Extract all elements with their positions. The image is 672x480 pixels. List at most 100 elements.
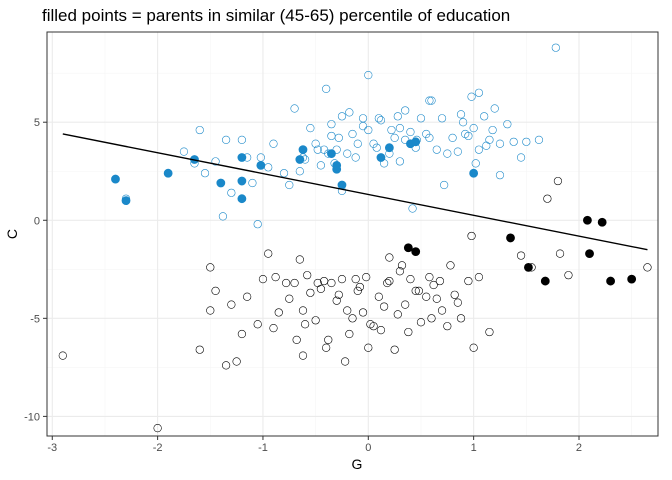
filled-blue-point [376, 153, 386, 162]
hollow-blue-point [316, 161, 325, 170]
hollow-blue-point [482, 141, 491, 150]
hollow-blue-point [522, 137, 531, 146]
hollow-black-point [401, 300, 410, 309]
hollow-black-point [306, 288, 315, 297]
hollow-blue-point [480, 112, 489, 121]
filled-blue-point [332, 160, 342, 170]
hollow-black-point [374, 292, 383, 301]
hollow-black-point [397, 261, 407, 270]
hollow-blue-point [416, 114, 426, 123]
hollow-black-point [334, 290, 343, 299]
hollow-black-point [221, 361, 231, 370]
hollow-blue-point [471, 159, 480, 168]
filled-blue-point [337, 180, 347, 190]
filled-black-point [606, 276, 615, 286]
hollow-black-point [553, 176, 563, 186]
hollow-blue-point [456, 110, 466, 119]
hollow-black-point [343, 306, 352, 315]
hollow-blue-point [337, 112, 347, 121]
hollow-black-point [319, 276, 329, 286]
filled-black-point [627, 274, 637, 284]
hollow-black-point [364, 343, 373, 352]
hollow-black-point [474, 273, 484, 282]
hollow-black-point [195, 345, 204, 354]
hollow-blue-point [393, 112, 402, 121]
filled-black-point [411, 247, 421, 257]
hollow-black-point [385, 253, 394, 262]
hollow-black-point [414, 286, 423, 295]
hollow-black-point [464, 276, 473, 286]
hollow-black-point [348, 314, 357, 323]
x-tick-label: -2 [153, 442, 163, 454]
hollow-black-point [237, 329, 246, 339]
filled-black-point [583, 215, 592, 225]
hollow-black-point [376, 325, 386, 335]
hollow-black-point [282, 278, 291, 288]
hollow-black-point [324, 335, 333, 345]
hollow-blue-point [387, 125, 396, 135]
hollow-black-point [290, 278, 299, 288]
hollow-black-point [258, 275, 268, 284]
filled-black-point [585, 249, 594, 259]
hollow-black-point [369, 322, 378, 331]
hollow-blue-point [290, 104, 299, 113]
hollow-black-point [380, 302, 389, 311]
hollow-black-point [298, 351, 308, 360]
hollow-blue-point [306, 123, 315, 133]
hollow-black-point [393, 310, 402, 319]
filled-blue-point [295, 155, 305, 164]
hollow-black-point [298, 306, 308, 315]
hollow-blue-point [248, 178, 257, 188]
hollow-blue-point [395, 157, 405, 166]
hollow-black-point [300, 320, 310, 329]
hollow-black-point [269, 324, 278, 333]
x-axis-label: G [352, 456, 363, 472]
hollow-blue-point [474, 88, 484, 97]
hollow-blue-point [353, 139, 362, 148]
filled-blue-point [163, 168, 173, 178]
hollow-blue-point [179, 147, 189, 156]
filled-black-point [524, 262, 533, 272]
y-tick-label: -10 [24, 411, 40, 423]
hollow-blue-point [311, 139, 320, 148]
hollow-blue-point [490, 104, 499, 113]
hollow-black-point [406, 275, 415, 284]
hollow-blue-point [464, 131, 473, 141]
panel-border [46, 31, 659, 437]
hollow-blue-point [453, 147, 462, 156]
hollow-blue-point [395, 123, 405, 133]
hollow-blue-point [313, 145, 322, 154]
hollow-black-point [337, 275, 347, 284]
hollow-black-point [435, 276, 445, 286]
hollow-blue-point [437, 114, 447, 123]
hollow-black-point [253, 320, 262, 329]
hollow-black-point [227, 300, 236, 309]
hollow-black-point [429, 280, 438, 290]
hollow-blue-point [195, 125, 204, 135]
hollow-black-point [362, 273, 371, 282]
regression-line [62, 133, 648, 251]
hollow-black-point [332, 296, 341, 305]
hollow-blue-point [327, 120, 336, 129]
hollow-blue-point [345, 108, 354, 117]
hollow-blue-point [503, 120, 512, 129]
hollow-black-point [232, 357, 241, 366]
hollow-black-point [285, 294, 294, 303]
y-axis-label: C [4, 229, 20, 239]
axes: -3 -2 -1 0 1 2-10-505 [24, 117, 582, 454]
y-tick-label: 0 [34, 215, 40, 227]
y-tick-label: -5 [30, 313, 40, 325]
hollow-blue-point [406, 127, 415, 137]
hollow-blue-point [200, 169, 210, 178]
hollow-blue-point [390, 133, 399, 143]
hollow-blue-point [474, 145, 484, 154]
hollow-black-point [311, 316, 320, 325]
hollow-blue-point [432, 145, 441, 154]
hollow-black-point [437, 306, 447, 315]
filled-black-point [540, 276, 550, 286]
hollow-black-point [543, 194, 552, 203]
hollow-black-point [469, 343, 478, 352]
hollow-black-point [555, 249, 565, 258]
filled-blue-point [237, 153, 247, 162]
filled-blue-point [121, 196, 131, 206]
